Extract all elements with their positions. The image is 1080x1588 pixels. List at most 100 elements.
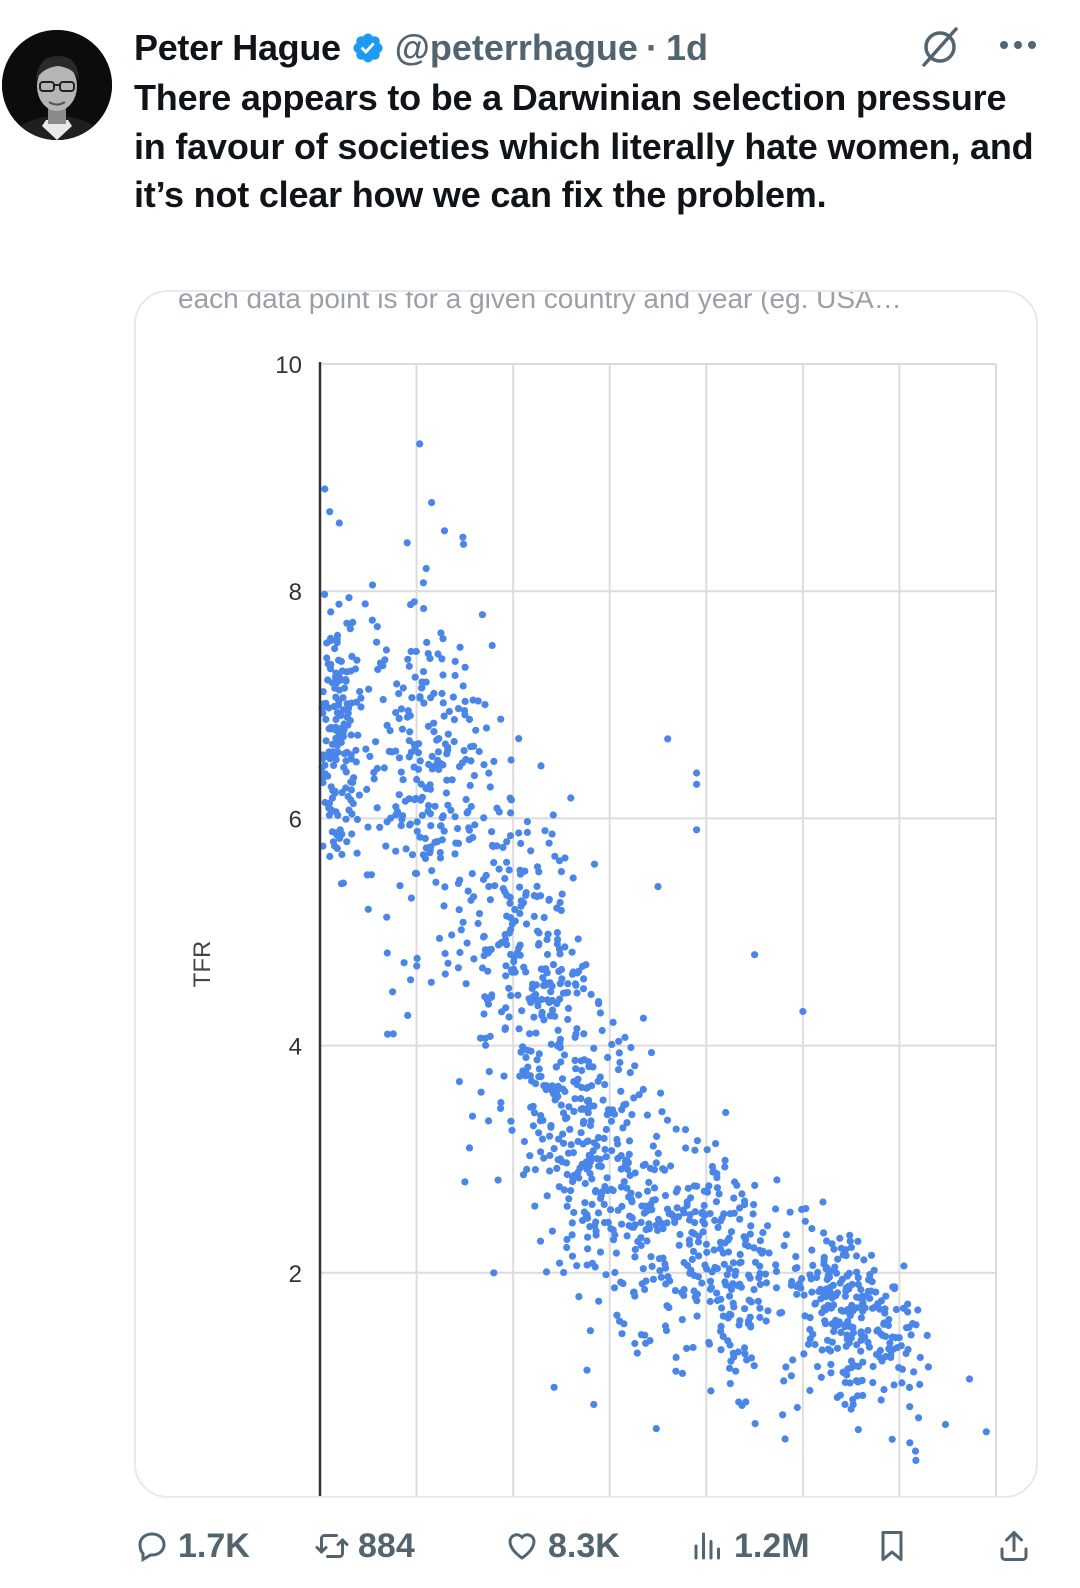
data-point <box>490 859 498 867</box>
data-point <box>434 748 442 756</box>
data-point <box>456 876 464 884</box>
data-point <box>756 1237 765 1245</box>
data-point <box>413 775 421 784</box>
data-point <box>982 1428 990 1436</box>
data-point <box>321 590 329 598</box>
data-point <box>514 991 522 999</box>
data-point <box>542 1268 551 1276</box>
data-point <box>463 809 471 817</box>
data-point <box>515 1025 523 1033</box>
data-point <box>321 761 329 769</box>
data-point <box>652 1159 660 1167</box>
data-point <box>644 1187 652 1195</box>
data-point <box>880 1386 888 1394</box>
data-point <box>773 1176 781 1184</box>
data-point <box>508 1126 516 1134</box>
data-point <box>580 1030 588 1038</box>
data-point <box>426 654 434 662</box>
data-point <box>441 883 449 891</box>
grok-button[interactable] <box>912 22 968 72</box>
data-point <box>910 1368 918 1376</box>
data-point <box>556 980 564 988</box>
data-point <box>779 1411 787 1419</box>
data-point <box>817 1373 825 1381</box>
data-point <box>479 875 488 884</box>
data-point <box>421 834 429 843</box>
data-point <box>477 1088 485 1096</box>
more-options-button[interactable] <box>990 30 1046 60</box>
data-point <box>683 1344 691 1352</box>
data-point <box>485 946 493 954</box>
data-point <box>448 931 456 939</box>
data-point <box>663 1219 671 1227</box>
data-point <box>532 1080 540 1088</box>
data-point <box>724 1248 733 1256</box>
data-point <box>540 1154 548 1162</box>
data-point <box>588 1082 596 1090</box>
data-point <box>455 763 464 771</box>
data-point <box>702 1240 711 1248</box>
data-point <box>701 1220 709 1228</box>
data-point <box>617 1165 625 1173</box>
data-point <box>746 1230 754 1238</box>
timestamp[interactable]: 1d <box>665 27 708 68</box>
data-point <box>780 1377 788 1385</box>
data-point <box>736 1215 744 1223</box>
data-point <box>888 1435 896 1443</box>
data-point <box>376 823 384 831</box>
data-point <box>586 1121 595 1130</box>
data-point <box>626 1171 634 1179</box>
like-button[interactable]: 8.3K <box>504 1516 620 1576</box>
share-button[interactable] <box>996 1516 1032 1576</box>
data-point <box>405 753 413 761</box>
views-button[interactable]: 1.2M <box>690 1516 810 1576</box>
data-point <box>368 581 377 589</box>
data-point <box>395 791 403 799</box>
data-point <box>592 1231 600 1239</box>
data-point <box>364 823 372 831</box>
data-point <box>600 1219 609 1227</box>
data-point <box>662 1264 670 1272</box>
data-point <box>545 896 553 904</box>
data-point <box>711 1216 719 1224</box>
data-point <box>459 540 468 548</box>
data-point <box>480 761 488 769</box>
reply-button[interactable]: 1.7K <box>134 1516 250 1576</box>
data-point <box>419 668 428 676</box>
data-point <box>596 1248 605 1256</box>
data-point <box>565 1195 573 1203</box>
data-point <box>406 712 414 720</box>
data-point <box>580 1056 588 1064</box>
data-point <box>721 1278 729 1286</box>
data-point <box>899 1304 908 1312</box>
data-point <box>332 756 340 764</box>
data-point <box>690 1230 698 1238</box>
data-point <box>741 1241 750 1249</box>
author-handle[interactable]: @peterrhague <box>394 27 638 68</box>
data-point <box>527 1103 535 1111</box>
data-point <box>379 696 387 704</box>
data-point <box>594 1077 602 1085</box>
author-name[interactable]: Peter Hague <box>134 27 341 68</box>
data-point <box>392 811 400 819</box>
data-point <box>451 671 459 680</box>
data-point <box>645 1178 653 1186</box>
data-point <box>564 1004 573 1013</box>
data-point <box>889 1345 897 1353</box>
data-point <box>616 1058 624 1067</box>
data-point <box>729 1259 738 1267</box>
data-point <box>395 714 403 722</box>
avatar[interactable] <box>2 30 112 140</box>
data-point <box>331 645 339 653</box>
data-point <box>583 1211 591 1219</box>
bookmark-button[interactable] <box>874 1516 910 1576</box>
data-point <box>633 1349 641 1357</box>
media-card[interactable]: each data point is for a given country a… <box>134 290 1038 1498</box>
data-point <box>642 1339 650 1347</box>
repost-button[interactable]: 884 <box>314 1516 415 1576</box>
data-point <box>652 1221 660 1229</box>
data-point <box>846 1231 854 1239</box>
views-chart-icon <box>690 1528 726 1564</box>
data-point <box>558 1075 567 1083</box>
data-point <box>694 1238 703 1246</box>
